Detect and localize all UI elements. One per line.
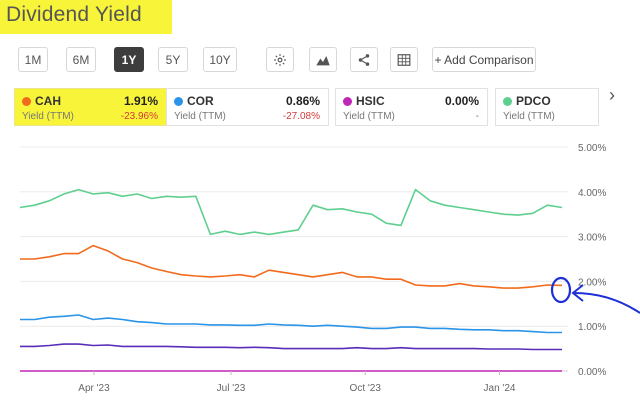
ticker-card-cor[interactable]: COR 0.86% Yield (TTM) -27.08% [166,88,329,126]
series-line-cah [20,244,563,289]
share-icon [358,53,370,66]
x-tick-label: Oct '23 [350,383,382,394]
card-change: - [475,111,479,122]
y-tick-label: 4.00% [578,188,606,199]
card-ticker: COR [187,94,214,108]
hsic-dot [343,97,352,106]
card-change: -27.08% [282,111,320,122]
add-comparison-button[interactable]: + Add Comparison [432,47,536,72]
series-line-pdco [19,188,563,236]
card-ticker: PDCO [516,94,551,108]
cah-dot [22,97,31,106]
mountain-chart-icon [316,55,330,65]
title-highlight: Dividend Yield [0,0,172,34]
range-10y-button[interactable]: 10Y [203,47,237,72]
x-tick-label: Apr '23 [78,383,110,394]
y-tick-label: 2.00% [578,277,606,288]
ticker-card-cah[interactable]: CAH 1.91% Yield (TTM) -23.96% [14,88,167,126]
dividend-yield-chart: 0.00% 1.00% 2.00% 3.00% 4.00% 5.00% Apr '23 Ju… [19,143,640,394]
annotation-circle [550,276,572,304]
annotation-markup [550,276,640,314]
y-tick-label: 0.00% [578,367,606,378]
range-5y-button[interactable]: 5Y [158,47,188,72]
annotation-arrow [571,284,640,314]
page-title: Dividend Yield [6,3,142,26]
share-button[interactable] [350,47,378,72]
card-change: -23.96% [120,111,158,122]
card-label: Yield (TTM) [22,111,74,122]
y-tick-label: 3.00% [578,233,606,244]
range-1y-button[interactable]: 1Y [114,47,144,72]
card-label: Yield (TTM) [343,111,395,122]
table-icon [397,53,411,66]
ticker-card-hsic[interactable]: HSIC 0.00% Yield (TTM) - [335,88,488,126]
card-ticker: HSIC [356,94,385,108]
range-1m-button[interactable]: 1M [18,47,48,72]
card-value: 0.00% [444,94,479,108]
y-tick-label: 5.00% [578,143,606,154]
card-value: 1.91% [123,94,158,108]
card-label: Yield (TTM) [503,111,555,122]
pdco-dot [503,97,512,106]
ticker-card-pdco[interactable]: PDCO Yield (TTM) [495,88,599,126]
card-label: Yield (TTM) [174,111,226,122]
series-line-fourth-series [20,343,562,351]
x-tick-label: Jul '23 [217,383,246,394]
card-ticker: CAH [35,94,61,108]
chart-type-button[interactable] [309,47,337,72]
settings-button[interactable] [266,47,294,72]
y-tick-label: 1.00% [578,322,606,333]
chevron-right-icon[interactable]: › [609,85,615,105]
card-value: 0.86% [285,94,320,108]
range-6m-button[interactable]: 6M [66,47,96,72]
table-view-button[interactable] [390,47,418,72]
cor-dot [174,97,183,106]
series-line-cor [20,314,562,334]
gear-icon [274,53,286,66]
x-tick-label: Jan '24 [484,383,516,394]
